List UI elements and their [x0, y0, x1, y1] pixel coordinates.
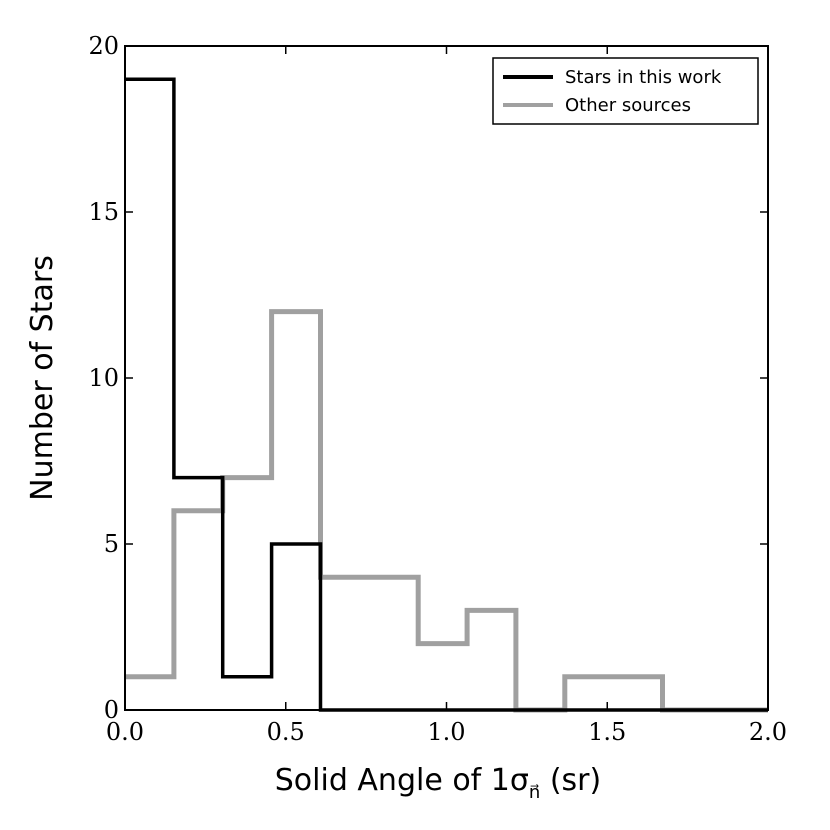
y-tick-label: 0 [104, 696, 119, 724]
x-tick-label: 1.0 [427, 718, 465, 746]
x-tick-label: 1.5 [588, 718, 626, 746]
ticks-layer: 0.0 0.5 1.0 1.5 2.0 0 5 10 15 20 [88, 32, 787, 746]
x-axis-title: Solid Angle of 1σn⃗ (sr) [275, 763, 601, 803]
x-tick-label: 0.5 [267, 718, 305, 746]
legend-frame [492, 57, 759, 125]
y-tick-label: 20 [88, 32, 119, 60]
x-tick-label: 2.0 [749, 718, 787, 746]
legend-label-other-sources: Other sources [565, 95, 691, 116]
y-axis-title: Number of Stars [25, 255, 60, 501]
y-tick-label: 15 [88, 198, 119, 226]
series-line-stars-in-this-work [125, 77, 768, 712]
y-tick-label: 5 [104, 530, 119, 558]
series-layer [125, 77, 768, 713]
x-tick-label: 0.0 [106, 718, 144, 746]
legend: Stars in this work Other sources [492, 57, 759, 125]
y-tick-label: 10 [88, 364, 119, 392]
legend-label-stars-in-this-work: Stars in this work [565, 67, 722, 88]
